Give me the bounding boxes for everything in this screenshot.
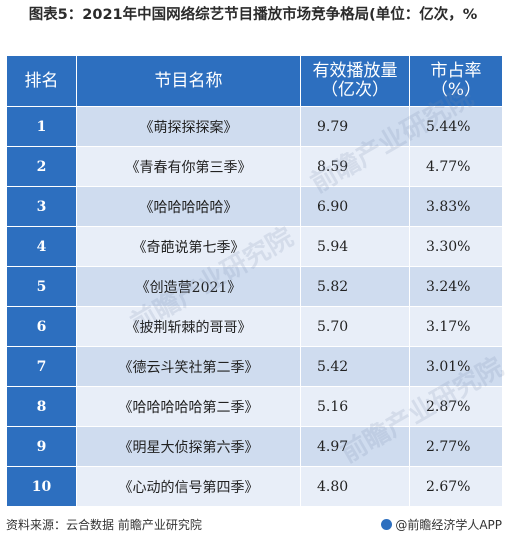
table-row: 4 《奇葩说第七季》 5.94 3.30% bbox=[6, 226, 503, 267]
share-cell: 3.30% bbox=[409, 226, 503, 267]
table-row: 1 《萌探探探案》 9.79 5.44% bbox=[6, 106, 503, 147]
show-name-cell: 《萌探探探案》 bbox=[76, 106, 301, 147]
header-plays: 有效播放量 （亿次） bbox=[300, 55, 410, 107]
plays-cell: 5.94 bbox=[300, 226, 410, 267]
ranking-table: 排名 节目名称 有效播放量 （亿次） 市占率 （%） 1 《萌探探探案》 9.79 5… bbox=[6, 55, 503, 507]
page-title: 图表5：2021年中国网络综艺节目播放市场竞争格局(单位：亿次，% bbox=[28, 7, 478, 23]
rank-cell: 10 bbox=[6, 466, 77, 507]
rank-cell: 6 bbox=[6, 306, 77, 347]
rank-cell: 4 bbox=[6, 226, 77, 267]
show-name-cell: 《青春有你第三季》 bbox=[76, 146, 301, 187]
plays-cell: 6.90 bbox=[300, 186, 410, 227]
header-share: 市占率 （%） bbox=[409, 55, 503, 107]
source-text: 云合数据 前瞻产业研究院 bbox=[66, 517, 202, 532]
source-note: 资料来源： 云合数据 前瞻产业研究院 bbox=[6, 516, 202, 533]
table-row: 8 《哈哈哈哈哈第二季》 5.16 2.87% bbox=[6, 386, 503, 427]
show-name-cell: 《创造营2021》 bbox=[76, 266, 301, 307]
plays-cell: 5.70 bbox=[300, 306, 410, 347]
plays-cell: 5.42 bbox=[300, 346, 410, 387]
brand-text: @前瞻经济学人APP bbox=[395, 517, 502, 532]
header-share-line2: （%） bbox=[430, 80, 482, 100]
show-name-cell: 《德云斗笑社第二季》 bbox=[76, 346, 301, 387]
brand: @前瞻经济学人APP bbox=[381, 516, 502, 533]
share-cell: 2.77% bbox=[409, 426, 503, 467]
header-plays-line1: 有效播放量 bbox=[312, 61, 398, 81]
rank-cell: 9 bbox=[6, 426, 77, 467]
share-cell: 3.24% bbox=[409, 266, 503, 307]
share-cell: 3.01% bbox=[409, 346, 503, 387]
footer: 资料来源： 云合数据 前瞻产业研究院 @前瞻经济学人APP bbox=[6, 514, 502, 534]
rank-cell: 1 bbox=[6, 106, 77, 147]
share-cell: 2.67% bbox=[409, 466, 503, 507]
header-plays-line2: （亿次） bbox=[321, 80, 389, 100]
table-body: 1 《萌探探探案》 9.79 5.44% 2 《青春有你第三季》 8.59 4.77% 3 《哈哈… bbox=[6, 106, 503, 507]
header-rank: 排名 bbox=[6, 55, 77, 107]
share-cell: 2.87% bbox=[409, 386, 503, 427]
table-row: 3 《哈哈哈哈哈》 6.90 3.83% bbox=[6, 186, 503, 227]
share-cell: 4.77% bbox=[409, 146, 503, 187]
rank-cell: 5 bbox=[6, 266, 77, 307]
header-show: 节目名称 bbox=[76, 55, 301, 107]
share-cell: 5.44% bbox=[409, 106, 503, 147]
rank-cell: 8 bbox=[6, 386, 77, 427]
plays-cell: 5.82 bbox=[300, 266, 410, 307]
rank-cell: 7 bbox=[6, 346, 77, 387]
plays-cell: 8.59 bbox=[300, 146, 410, 187]
plays-cell: 4.80 bbox=[300, 466, 410, 507]
rank-cell: 3 bbox=[6, 186, 77, 227]
table-row: 2 《青春有你第三季》 8.59 4.77% bbox=[6, 146, 503, 187]
show-name-cell: 《哈哈哈哈哈第二季》 bbox=[76, 386, 301, 427]
brand-logo-icon bbox=[381, 518, 393, 530]
plays-cell: 5.16 bbox=[300, 386, 410, 427]
rank-cell: 2 bbox=[6, 146, 77, 187]
table-row: 6 《披荆斩棘的哥哥》 5.70 3.17% bbox=[6, 306, 503, 347]
share-cell: 3.83% bbox=[409, 186, 503, 227]
show-name-cell: 《奇葩说第七季》 bbox=[76, 226, 301, 267]
table-row: 9 《明星大侦探第六季》 4.97 2.77% bbox=[6, 426, 503, 467]
header-share-line1: 市占率 bbox=[430, 61, 482, 81]
table-row: 10 《心动的信号第四季》 4.80 2.67% bbox=[6, 466, 503, 507]
plays-cell: 9.79 bbox=[300, 106, 410, 147]
show-name-cell: 《心动的信号第四季》 bbox=[76, 466, 301, 507]
show-name-cell: 《哈哈哈哈哈》 bbox=[76, 186, 301, 227]
source-label: 资料来源： bbox=[6, 517, 67, 532]
plays-cell: 4.97 bbox=[300, 426, 410, 467]
show-name-cell: 《披荆斩棘的哥哥》 bbox=[76, 306, 301, 347]
table-row: 5 《创造营2021》 5.82 3.24% bbox=[6, 266, 503, 307]
show-name-cell: 《明星大侦探第六季》 bbox=[76, 426, 301, 467]
share-cell: 3.17% bbox=[409, 306, 503, 347]
table-row: 7 《德云斗笑社第二季》 5.42 3.01% bbox=[6, 346, 503, 387]
